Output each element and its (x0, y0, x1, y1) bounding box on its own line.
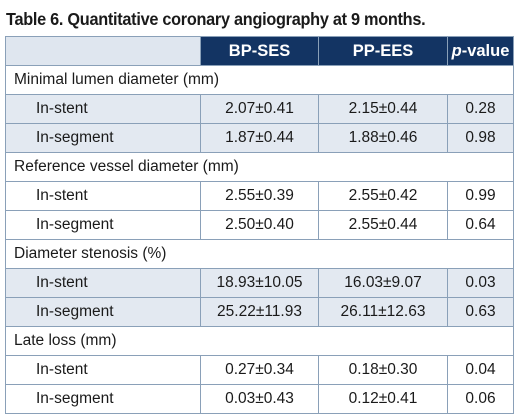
section-title: Minimal lumen diameter (mm) (5, 65, 514, 95)
cell-p-value: 0.03 (447, 268, 514, 298)
header-bp-ses: BP-SES (200, 36, 319, 66)
row-label: In-segment (5, 123, 201, 153)
cell-bp-ses: 2.50±0.40 (200, 210, 319, 240)
table-header: BP-SES PP-EES p-value (5, 36, 514, 66)
row-label: In-segment (5, 297, 201, 327)
row-label: In-segment (5, 210, 201, 240)
table-row: In-stent 2.55±0.39 2.55±0.42 0.99 (5, 181, 514, 211)
table-body: Minimal lumen diameter (mm) In-stent 2.0… (5, 65, 514, 414)
row-label: In-stent (5, 268, 201, 298)
table-row: In-segment 0.03±0.43 0.12±0.41 0.06 (5, 384, 514, 414)
table-row: In-stent 2.07±0.41 2.15±0.44 0.28 (5, 94, 514, 124)
header-p-italic: p (451, 41, 462, 60)
section-row-late-loss: Late loss (mm) (5, 326, 514, 356)
header-value-suffix: -value (461, 41, 510, 60)
cell-p-value: 0.28 (447, 94, 514, 124)
cell-bp-ses: 2.07±0.41 (200, 94, 319, 124)
cell-p-value: 0.63 (447, 297, 514, 327)
header-pp-ees: PP-EES (318, 36, 448, 66)
row-label: In-stent (5, 355, 201, 385)
cell-bp-ses: 25.22±11.93 (200, 297, 319, 327)
table-row: In-segment 25.22±11.93 26.11±12.63 0.63 (5, 297, 514, 327)
cell-pp-ees: 0.18±0.30 (318, 355, 448, 385)
table-caption: Table 6. Quantitative coronary angiograp… (6, 9, 426, 29)
section-row-diameter-stenosis: Diameter stenosis (%) (5, 239, 514, 269)
row-label: In-stent (5, 181, 201, 211)
cell-bp-ses: 1.87±0.44 (200, 123, 319, 153)
cell-bp-ses: 0.03±0.43 (200, 384, 319, 414)
section-row-reference-vessel-diameter: Reference vessel diameter (mm) (5, 152, 514, 182)
qca-table: BP-SES PP-EES p-value Minimal lumen diam… (5, 36, 514, 414)
cell-pp-ees: 16.03±9.07 (318, 268, 448, 298)
cell-pp-ees: 0.12±0.41 (318, 384, 448, 414)
cell-pp-ees: 2.55±0.42 (318, 181, 448, 211)
header-p-value: p-value (447, 36, 514, 66)
header-corner-cell (5, 36, 201, 66)
cell-p-value: 0.99 (447, 181, 514, 211)
section-row-minimal-lumen-diameter: Minimal lumen diameter (mm) (5, 65, 514, 95)
cell-pp-ees: 2.15±0.44 (318, 94, 448, 124)
section-title: Reference vessel diameter (mm) (5, 152, 514, 182)
cell-bp-ses: 18.93±10.05 (200, 268, 319, 298)
row-label: In-stent (5, 94, 201, 124)
table-row: In-segment 1.87±0.44 1.88±0.46 0.98 (5, 123, 514, 153)
cell-bp-ses: 2.55±0.39 (200, 181, 319, 211)
table-row: In-stent 0.27±0.34 0.18±0.30 0.04 (5, 355, 514, 385)
cell-p-value: 0.64 (447, 210, 514, 240)
cell-p-value: 0.04 (447, 355, 514, 385)
cell-pp-ees: 26.11±12.63 (318, 297, 448, 327)
cell-pp-ees: 2.55±0.44 (318, 210, 448, 240)
section-title: Diameter stenosis (%) (5, 239, 514, 269)
cell-pp-ees: 1.88±0.46 (318, 123, 448, 153)
row-label: In-segment (5, 384, 201, 414)
section-title: Late loss (mm) (5, 326, 514, 356)
table-row: In-stent 18.93±10.05 16.03±9.07 0.03 (5, 268, 514, 298)
cell-p-value: 0.98 (447, 123, 514, 153)
cell-p-value: 0.06 (447, 384, 514, 414)
cell-bp-ses: 0.27±0.34 (200, 355, 319, 385)
table-row: In-segment 2.50±0.40 2.55±0.44 0.64 (5, 210, 514, 240)
